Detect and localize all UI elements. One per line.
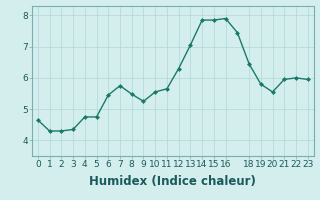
X-axis label: Humidex (Indice chaleur): Humidex (Indice chaleur): [89, 175, 256, 188]
